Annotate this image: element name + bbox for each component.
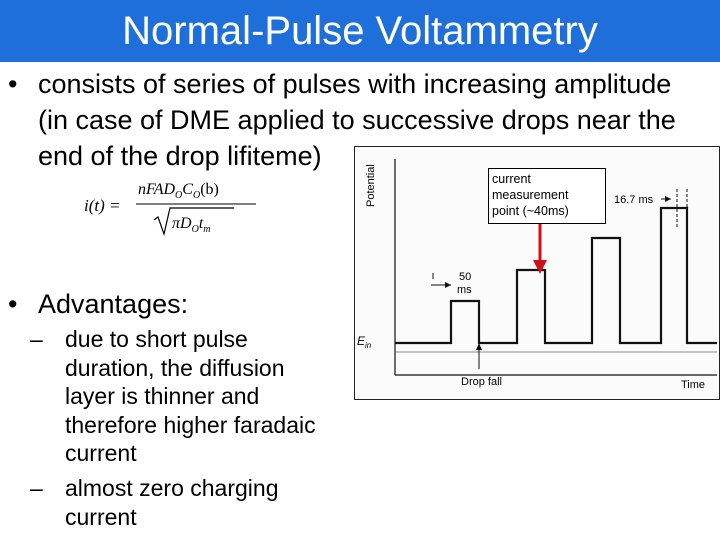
pulse-width-value: 50 [459, 271, 471, 283]
bullet-marker: • [8, 289, 18, 319]
callout-line: point (~40ms) [492, 204, 569, 218]
current-equation: i(t) = nFADOCO(b) πDOtm [84, 170, 274, 245]
sub-bullet-line: current [65, 440, 137, 466]
drop-fall-label: Drop fall [461, 376, 502, 388]
measurement-point-callout: current measurement point (~40ms) [488, 168, 606, 224]
slide-title-bar: Normal-Pulse Voltammetry [0, 0, 720, 62]
sub-bullet-line: due to short pulse [65, 326, 248, 352]
sqrt-sign [153, 207, 234, 237]
arrow-head-icon [445, 282, 451, 288]
equation-denominator: πDOtm [172, 215, 211, 235]
baseline-label: Ein [357, 334, 372, 350]
callout-line: current [492, 172, 531, 186]
sub-bullet-marker: – [30, 326, 43, 352]
callout-line: measurement [492, 188, 569, 202]
sub-bullet-line: almost zero charging [65, 475, 279, 501]
sub-bullet-line: therefore higher faradaic [65, 411, 316, 438]
sub-bullet-marker: – [30, 475, 43, 501]
bullet-marker: • [8, 69, 18, 99]
bullet-line: consists of series of pulses with increa… [38, 69, 672, 99]
measurement-point-arrow [533, 224, 547, 274]
equation-numerator: nFADOCO(b) [138, 181, 219, 201]
pulse-waveform [395, 206, 717, 345]
sub-bullet-line: current [65, 503, 137, 530]
arrow-head-icon [476, 343, 482, 350]
bullet-line: end of the drop lifiteme) [38, 141, 322, 171]
bullet-line: (in case of DME applied to successive dr… [38, 105, 676, 135]
pulse-width-unit: ms [457, 284, 472, 296]
sub-bullet-text: almost zero charging current [65, 474, 335, 531]
bullet-text: consists of series of pulses with increa… [38, 66, 676, 174]
bullet-advantages: • Advantages: [8, 286, 338, 322]
arrow-head-icon [665, 196, 671, 202]
interval-label: 16.7 ms [614, 194, 654, 206]
equation-lhs: i(t) = [84, 196, 121, 215]
y-axis-label: Potential [365, 164, 377, 207]
bullet-line: Advantages: [38, 289, 189, 319]
x-axis-label: Time [681, 379, 705, 391]
sub-bullet-charging-current: – almost zero charging current [30, 474, 340, 534]
sub-bullet-line: layer is thinner and [65, 383, 260, 409]
sub-bullet-text: due to short pulse duration, the diffusi… [65, 325, 335, 468]
bullet-text: Advantages: [38, 286, 188, 322]
bullet-pulse-series: • consists of series of pulses with incr… [8, 66, 720, 174]
slide-title: Normal-Pulse Voltammetry [122, 8, 598, 53]
sub-bullet-line: duration, the diffusion [65, 354, 285, 381]
sub-bullet-thin-diffusion-layer: – due to short pulse duration, the diffu… [30, 325, 340, 470]
